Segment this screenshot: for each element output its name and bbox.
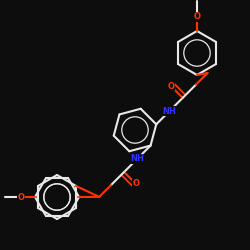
Text: O: O (132, 179, 139, 188)
Text: O: O (168, 82, 174, 91)
Text: NH: NH (130, 154, 144, 163)
Text: O: O (194, 12, 200, 21)
Text: O: O (17, 192, 24, 202)
Text: NH: NH (162, 106, 176, 116)
